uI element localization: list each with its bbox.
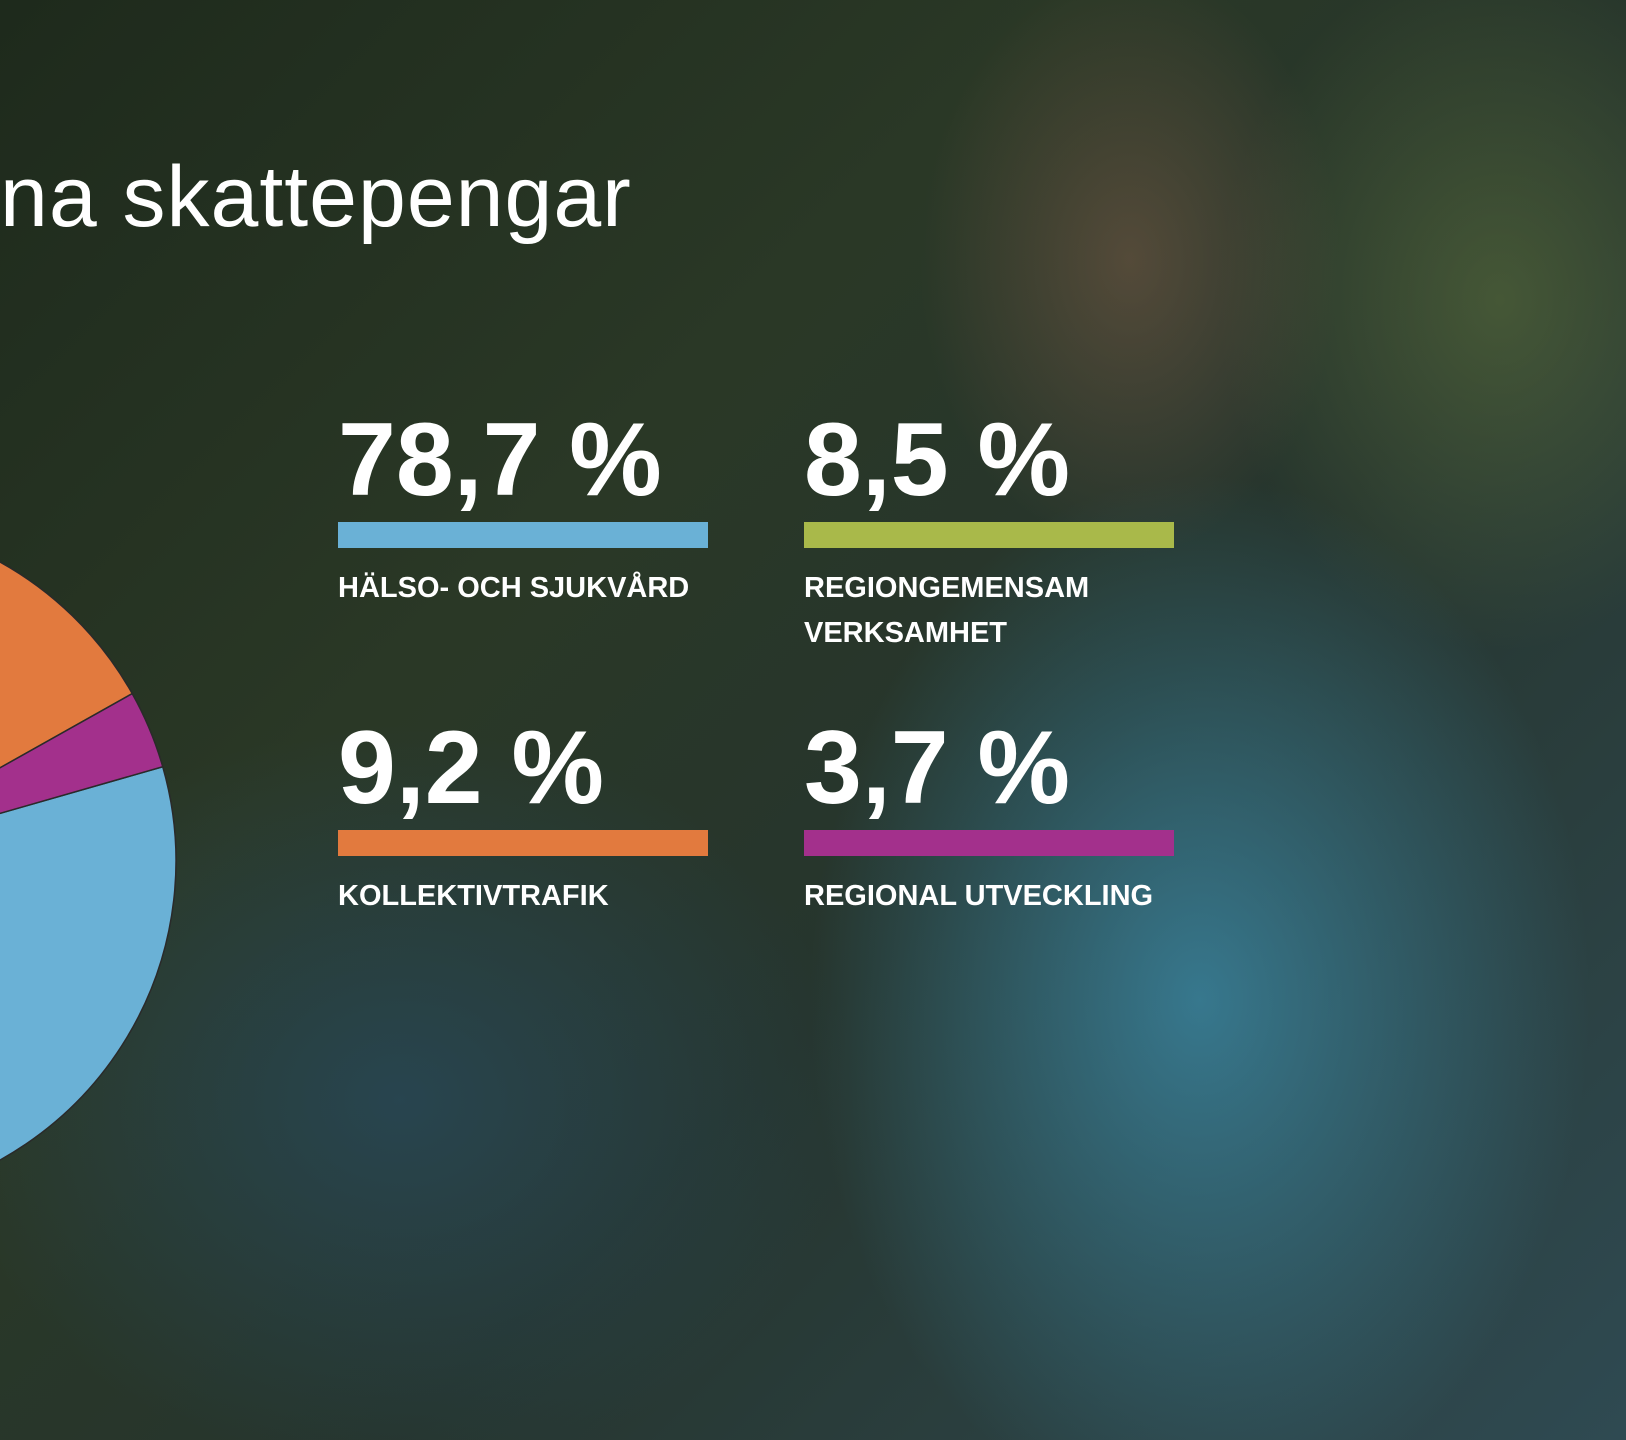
slide-title: na skattepengar	[0, 149, 632, 245]
legend-item: 3,7 % REGIONAL UTVECKLING	[804, 716, 1174, 919]
category-label: REGIONAL UTVECKLING	[804, 880, 1154, 912]
pie-slice	[0, 765, 177, 1161]
pie-slice	[0, 561, 134, 769]
value-label: 8,5 %	[804, 402, 1070, 518]
color-bar	[338, 522, 708, 548]
value-label: 3,7 %	[804, 710, 1070, 826]
pie-slice	[0, 692, 164, 815]
legend-item: 9,2 % KOLLEKTIVTRAFIK	[338, 716, 708, 919]
color-bar	[804, 830, 1174, 856]
category-label: KOLLEKTIVTRAFIK	[338, 880, 609, 912]
category-label: HÄLSO- OCH SJUKVÅRD	[338, 572, 690, 604]
color-bar	[338, 830, 708, 856]
value-label: 9,2 %	[338, 710, 604, 826]
value-label: 78,7 %	[338, 402, 662, 518]
category-label: REGIONGEMENSAM VERKSAMHET	[804, 572, 1090, 649]
color-bar	[804, 522, 1174, 548]
legend-item: 78,7 % HÄLSO- OCH SJUKVÅRD	[338, 408, 708, 611]
legend-item: 8,5 % REGIONGEMENSAM VERKSAMHET	[804, 408, 1174, 656]
